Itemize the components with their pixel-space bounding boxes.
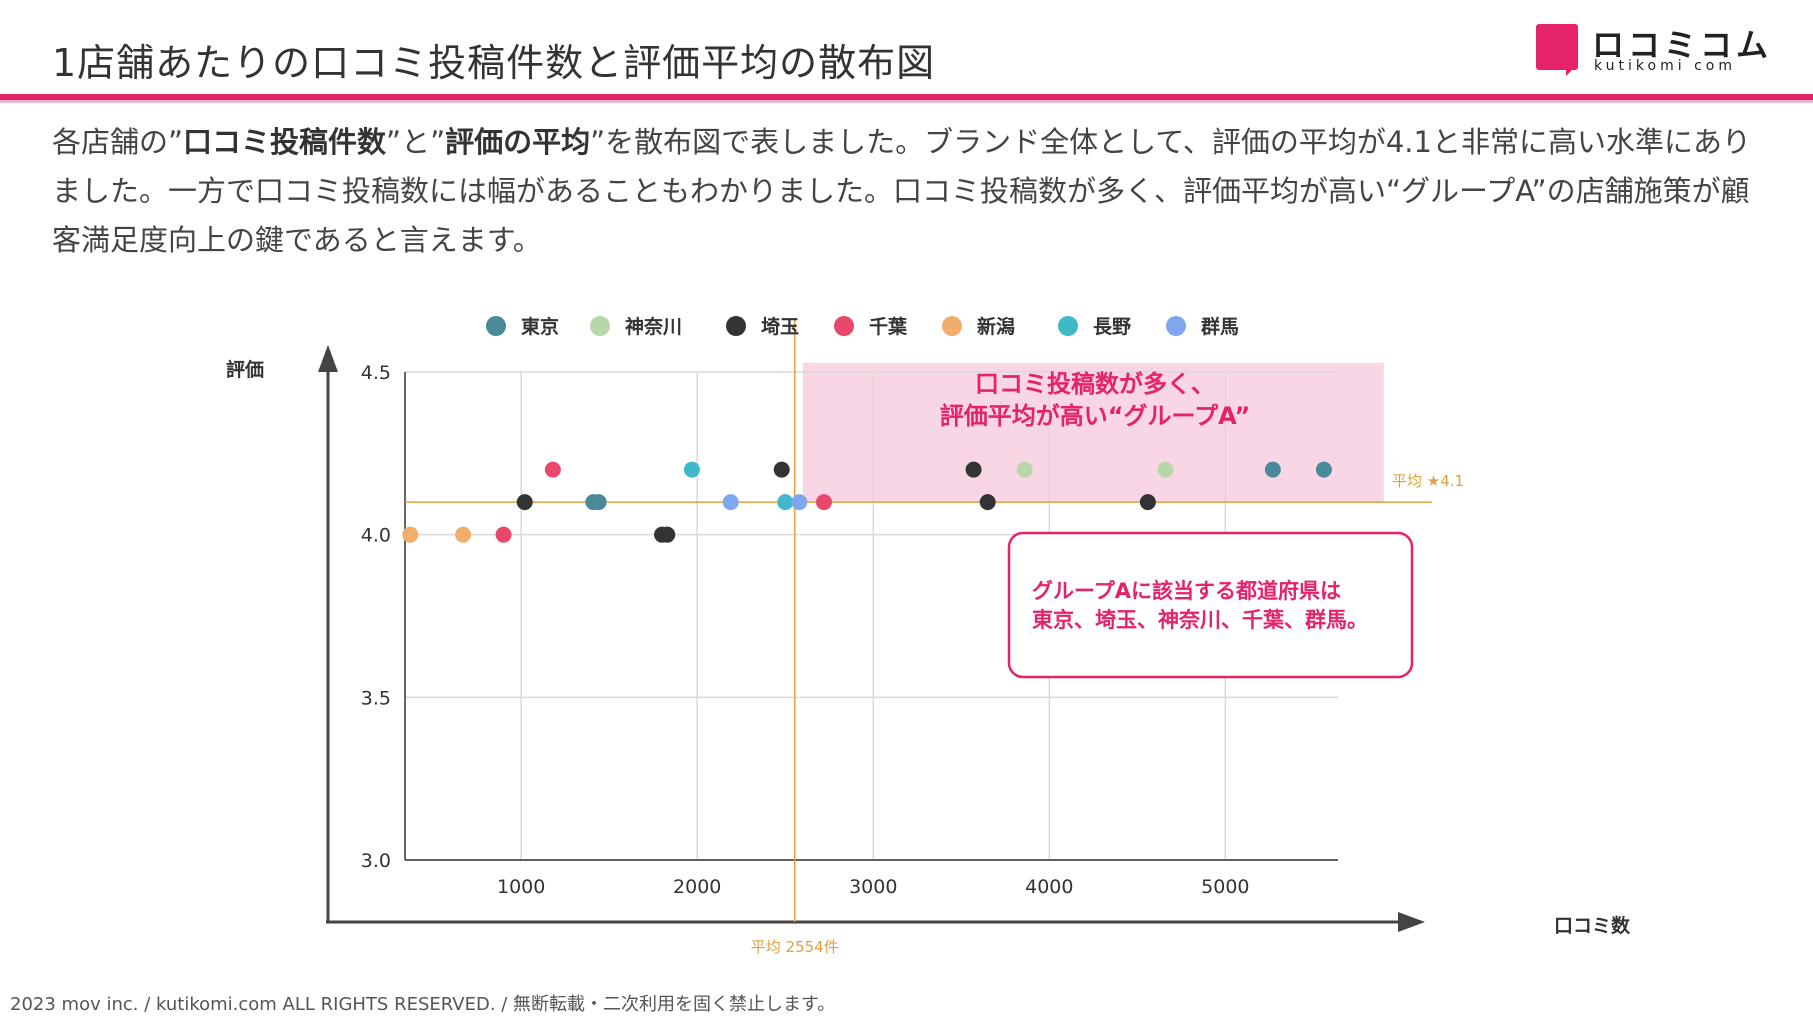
data-point-新潟	[402, 526, 419, 543]
x-tick-label: 2000	[673, 876, 721, 898]
legend-marker	[486, 316, 506, 336]
y-tick-label: 3.0	[361, 850, 391, 872]
legend-label: 長野	[1093, 316, 1131, 338]
footer-copyright: 2023 mov inc. / kutikomi.com ALL RIGHTS …	[10, 994, 836, 1015]
legend-marker	[590, 316, 610, 336]
data-point-千葉	[815, 494, 832, 511]
data-point-神奈川	[1157, 461, 1174, 478]
x-tick-label: 3000	[849, 876, 897, 898]
data-point-埼玉	[1139, 494, 1156, 511]
description-text-2: ”と”	[386, 125, 446, 159]
legend-label: 神奈川	[625, 315, 682, 338]
data-point-埼玉	[516, 494, 533, 511]
legend-label: 千葉	[869, 316, 908, 338]
group-a-label-line1: 口コミ投稿数が多く、	[975, 370, 1215, 398]
group-a-label-line2: 評価平均が高い“グループA”	[940, 402, 1250, 430]
data-point-千葉	[495, 526, 512, 543]
description-bold-1: 口コミ投稿件数	[183, 125, 387, 159]
data-point-千葉	[544, 461, 561, 478]
x-tick-label: 1000	[497, 876, 545, 898]
page-title: 1店舗あたりの口コミ投稿件数と評価平均の散布図	[52, 41, 936, 85]
data-point-埼玉	[965, 461, 982, 478]
y-tick-label: 4.5	[361, 362, 391, 384]
legend-marker	[1166, 316, 1186, 336]
x-tick-label: 5000	[1201, 876, 1249, 898]
average-count-label: 平均 2554件	[751, 938, 839, 956]
legend-marker	[726, 316, 746, 336]
data-point-長野	[777, 494, 794, 511]
y-tick-label: 4.0	[361, 525, 391, 547]
x-axis-arrow-head	[1398, 912, 1425, 932]
legend-marker	[942, 316, 962, 336]
brand-logo: ロコミコム kutikomi com	[1536, 20, 1796, 76]
logo-mark-icon	[1536, 24, 1578, 76]
data-point-東京	[1315, 461, 1332, 478]
description: 各店舗の”口コミ投稿件数”と”評価の平均”を散布図で表しました。ブランド全体とし…	[52, 118, 1772, 265]
average-rating-label: 平均 ★4.1	[1392, 472, 1464, 490]
y-tick-label: 3.5	[361, 687, 391, 709]
legend-marker	[834, 316, 854, 336]
group-a-region	[802, 363, 1384, 503]
description-bold-2: 評価の平均	[445, 125, 591, 159]
callout-text-line2: 東京、埼玉、神奈川、千葉、群馬。	[1032, 608, 1368, 632]
y-axis-arrow-head	[318, 345, 338, 372]
data-point-群馬	[722, 494, 739, 511]
logo-name: ロコミコム	[1592, 26, 1773, 64]
header-divider-light	[0, 100, 1813, 103]
data-point-新潟	[455, 526, 472, 543]
data-point-埼玉	[773, 461, 790, 478]
legend-label: 埼玉	[761, 315, 799, 338]
data-point-群馬	[791, 494, 808, 511]
data-point-東京	[590, 494, 607, 511]
x-tick-label: 4000	[1025, 876, 1073, 898]
y-axis-label: 評価	[226, 358, 264, 381]
data-point-神奈川	[1016, 461, 1033, 478]
data-point-埼玉	[979, 494, 996, 511]
description-text-3: ”を散布図で表しました。ブランド全体として、評価の平均が4.1と非常に高い水準に…	[52, 125, 1751, 257]
legend-label: 群馬	[1200, 315, 1239, 338]
logo-subtitle: kutikomi com	[1594, 58, 1736, 74]
callout-box	[1007, 531, 1414, 679]
header-divider	[0, 94, 1813, 100]
x-axis-label: 口コミ数	[1554, 914, 1631, 937]
data-point-埼玉	[659, 526, 676, 543]
legend-marker	[1058, 316, 1078, 336]
description-text-1: 各店舗の”	[52, 125, 184, 159]
legend-label: 新潟	[977, 315, 1015, 338]
callout-text-line1: グループAに該当する都道府県は	[1032, 579, 1341, 603]
legend-label: 東京	[521, 315, 559, 338]
data-point-長野	[683, 461, 700, 478]
data-point-東京	[1264, 461, 1281, 478]
